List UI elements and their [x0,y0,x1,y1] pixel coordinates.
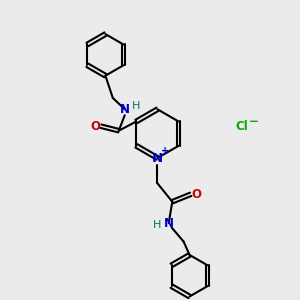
Text: Cl: Cl [236,120,248,133]
Text: O: O [191,188,201,201]
Text: O: O [91,120,100,133]
Text: +: + [161,146,169,157]
Text: N: N [152,152,163,164]
Text: H: H [132,101,140,111]
Text: N: N [120,103,130,116]
Text: H: H [153,220,161,230]
Text: N: N [164,217,174,230]
Text: −: − [249,115,259,128]
